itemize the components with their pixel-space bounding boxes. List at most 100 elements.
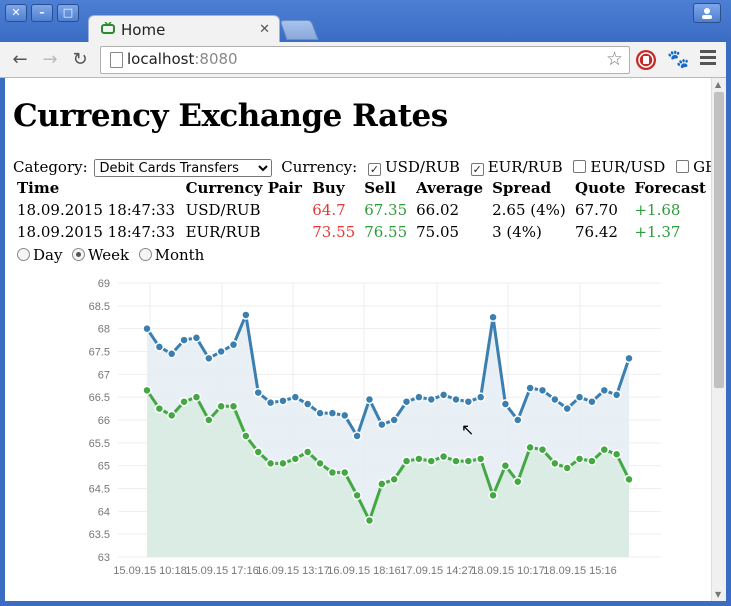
y-tick-label: 65.5 <box>89 438 110 450</box>
y-tick-label: 64 <box>98 506 110 518</box>
series-1-point <box>513 415 523 425</box>
paw-extension-icon[interactable]: 🐾 <box>667 49 690 70</box>
week-label: Week <box>88 246 130 264</box>
col-spread: Spread <box>492 179 552 197</box>
series-1-point <box>438 390 449 400</box>
eur-rub-checkbox[interactable]: ✓ <box>470 163 484 176</box>
close-window-button[interactable]: ✕ <box>5 4 27 22</box>
filter-bar: Category: Debit Cards Transfers Currency… <box>13 158 711 177</box>
cell-spread: 2.65 (4%) <box>492 201 566 219</box>
y-tick-label: 68 <box>98 324 110 336</box>
series-2-point <box>166 410 177 421</box>
forward-arrow-icon[interactable]: → <box>42 49 58 70</box>
series-1-point <box>302 399 313 409</box>
series-1-point <box>154 342 165 352</box>
maximize-window-button[interactable]: □ <box>57 4 79 22</box>
day-radio[interactable] <box>17 248 30 261</box>
cell-quote: 76.42 <box>575 223 618 241</box>
series-2-point <box>414 454 424 464</box>
series-1-point <box>241 310 251 320</box>
series-1-point <box>364 394 375 405</box>
series-2-point <box>228 401 239 412</box>
vertical-scrollbar[interactable]: ▲ ▼ <box>711 78 726 601</box>
table-header-row: Time Currency Pair Buy Sell Average Spre… <box>13 179 711 201</box>
eur-usd-label: EUR/USD <box>590 158 666 176</box>
rates-chart: 63 63.5 64 64.5 65 65.5 66 66.5 67 67.5 68 68.5 69 15… <box>89 278 661 577</box>
x-tick-label: 16.09.15 18:16 <box>327 565 400 577</box>
y-tick-label: 69 <box>98 278 110 290</box>
new-tab-button[interactable] <box>279 20 319 40</box>
eur-usd-checkbox[interactable] <box>573 160 587 173</box>
category-select[interactable]: Debit Cards Transfers <box>94 159 273 177</box>
series-2-line <box>145 389 631 522</box>
y-tick-label: 67 <box>98 369 110 381</box>
series-2-point <box>463 456 474 466</box>
x-tick-label: 15.09.15 10:18 <box>113 565 186 577</box>
cell-forecast: +1.68 <box>634 201 681 219</box>
url-host: localhost <box>127 50 195 68</box>
scroll-down-icon[interactable]: ▼ <box>715 590 722 599</box>
scroll-up-icon[interactable]: ▲ <box>715 80 722 89</box>
series-1-point <box>253 387 263 398</box>
series-1-point <box>278 396 288 406</box>
y-tick-label: 63.5 <box>89 529 110 541</box>
series-2-point <box>587 456 597 466</box>
series-1-point <box>339 410 350 421</box>
cell-spread: 3 (4%) <box>492 223 542 241</box>
back-arrow-icon[interactable]: ← <box>12 49 28 70</box>
series-1-point <box>574 392 585 402</box>
series-1-point <box>228 339 239 350</box>
series-2-point <box>389 474 399 485</box>
tab-close-icon[interactable]: ✕ <box>259 22 270 37</box>
month-radio[interactable] <box>138 248 152 261</box>
address-bar[interactable]: localhost:8080 ☆ <box>100 46 630 74</box>
tab-title: Home <box>121 21 166 39</box>
gbp-rub-label: GBP/RUB <box>693 158 711 176</box>
cell-average: 75.05 <box>416 223 460 241</box>
series-1-point <box>327 408 338 418</box>
series-2-point <box>339 467 350 478</box>
col-quote: Quote <box>575 179 626 197</box>
series-1-point <box>587 396 597 407</box>
series-1-point <box>166 349 177 359</box>
series-2-point <box>488 490 498 501</box>
person-icon <box>702 8 712 19</box>
menu-icon[interactable] <box>700 50 716 68</box>
window-frame-right <box>726 42 731 606</box>
usd-rub-checkbox[interactable]: ✓ <box>367 163 381 176</box>
series-2-point <box>327 467 338 478</box>
scrollbar-thumb[interactable] <box>714 92 724 388</box>
cell-average: 66.02 <box>416 201 460 219</box>
window-frame-bottom <box>0 601 731 606</box>
series-2-point <box>451 456 461 466</box>
reload-icon[interactable]: ↻ <box>72 49 88 70</box>
week-radio[interactable] <box>72 248 85 261</box>
tv-favicon-icon <box>101 22 115 34</box>
series-1-point <box>142 323 152 334</box>
tab-home[interactable]: Home ✕ <box>88 15 280 43</box>
series-2-point <box>426 456 437 466</box>
y-tick-label: 63 <box>98 552 110 564</box>
series-2-point <box>315 458 325 469</box>
bookmark-star-icon[interactable]: ☆ <box>605 48 623 70</box>
profile-button[interactable] <box>693 3 721 23</box>
gbp-rub-checkbox[interactable] <box>676 160 690 173</box>
series-2-point <box>513 476 523 487</box>
minimize-window-button[interactable]: – <box>31 4 53 22</box>
y-tick-label: 66.5 <box>89 392 110 404</box>
series-1-point <box>265 397 276 408</box>
browser-toolbar: ← → ↻ localhost:8080 ☆ 🐾 <box>0 42 731 78</box>
series-1-point <box>389 415 399 425</box>
cell-sell: 67.35 <box>364 201 408 219</box>
stop-extension-icon[interactable] <box>636 50 656 70</box>
window-titlebar: ✕ – □ Home ✕ <box>0 0 731 43</box>
series-1-point <box>599 385 610 396</box>
series-2-point <box>562 463 572 473</box>
series-2-point <box>550 458 560 469</box>
series-1-point <box>525 383 535 393</box>
series-1-point <box>352 431 362 441</box>
page-viewport: Currency Exchange Rates Category: Debit … <box>5 78 711 601</box>
series-2-point <box>475 454 486 464</box>
window-frame-left <box>0 78 5 606</box>
y-tick-label: 66 <box>98 415 110 427</box>
